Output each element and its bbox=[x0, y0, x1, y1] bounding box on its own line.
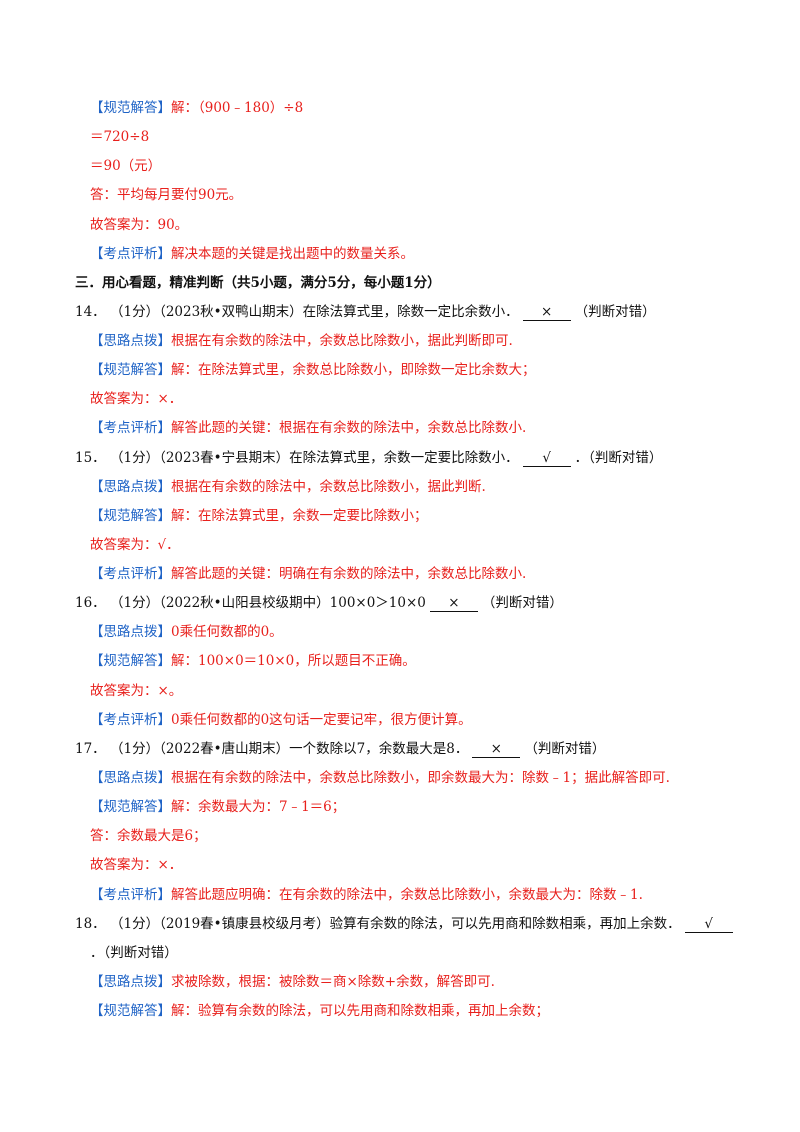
text-line: ＝90（元） bbox=[90, 156, 161, 176]
answer-text: 0乘任何数都的0这句话一定要记牢，很方便计算。 bbox=[171, 711, 472, 728]
section-tag: 【思路点拨】 bbox=[90, 333, 171, 350]
answer-text: 答：平均每月要付90元。 bbox=[90, 187, 243, 204]
answer-text: 故答案为：×． bbox=[90, 391, 183, 408]
text-line: 【规范解答】解：（900﹣180）÷8 bbox=[90, 98, 303, 118]
section-tag: 【考点评析】 bbox=[90, 420, 171, 437]
question-text: （1分）（2022秋•山阳县校级期中）100×0＞10×0 bbox=[109, 595, 426, 612]
question-suffix: （判断对错） bbox=[481, 595, 563, 612]
question-number: 16． bbox=[75, 595, 106, 612]
answer-text: ＝90（元） bbox=[90, 158, 162, 175]
answer-text: 解：余数最大为：7﹣1＝6； bbox=[171, 799, 346, 816]
section-tag: 【规范解答】 bbox=[90, 799, 171, 816]
answer-text: 解答此题应明确：在有余数的除法中，余数总比除数小，余数最大为：除数﹣1. bbox=[171, 886, 643, 903]
answer-text: 根据在有余数的除法中，余数总比除数小，据此判断即可. bbox=[171, 333, 513, 350]
answer-text: 解：在除法算式里，余数总比除数小，即除数一定比余数大； bbox=[171, 362, 536, 379]
answer-text: 答：余数最大是6； bbox=[90, 828, 207, 845]
text-line: 答：余数最大是6； bbox=[90, 826, 207, 846]
text-line: 14． （1分）（2023秋•双鸭山期末）在除法算式里，除数一定比余数小． × （判… bbox=[75, 302, 656, 322]
text-line: 故答案为：×． bbox=[90, 389, 182, 409]
text-line: ＝720÷8 bbox=[90, 127, 149, 147]
question-suffix: ．（判断对错） bbox=[90, 944, 178, 961]
answer-text: 根据在有余数的除法中，余数总比除数小，据此判断. bbox=[171, 478, 486, 495]
answer-text: 解答此题的关键：明确在有余数的除法中，余数总比除数小. bbox=[171, 566, 527, 583]
answer-text: ＝720÷8 bbox=[90, 129, 150, 146]
answer-text: 求被除数，根据：被除数＝商×除数+余数，解答即可. bbox=[171, 973, 495, 990]
section-tag: 【考点评析】 bbox=[90, 566, 171, 583]
answer-text: 根据在有余数的除法中，余数总比除数小，即余数最大为：除数﹣1；据此解答即可. bbox=[171, 769, 670, 786]
question-number: 14． bbox=[75, 303, 106, 320]
text-line: 【考点评析】解答此题应明确：在有余数的除法中，余数总比除数小，余数最大为：除数﹣… bbox=[90, 885, 643, 905]
question-number: 18． bbox=[75, 915, 106, 932]
text-line: 【规范解答】解：验算有余数的除法，可以先用商和除数相乘，再加上余数； bbox=[90, 1001, 549, 1021]
answer-text: 解：100×0＝10×0，所以题目不正确。 bbox=[171, 653, 416, 670]
text-line: 【考点评析】解答此题的关键：明确在有余数的除法中，余数总比除数小. bbox=[90, 564, 526, 584]
section-tag: 【考点评析】 bbox=[90, 711, 171, 728]
text-line: 16． （1分）（2022秋•山阳县校级期中）100×0＞10×0 × （判断对错） bbox=[75, 593, 563, 613]
answer-blank: × bbox=[472, 741, 521, 758]
answer-text: 故答案为：×。 bbox=[90, 682, 183, 699]
text-line: 故答案为：×。 bbox=[90, 681, 182, 701]
answer-text: 故答案为：√． bbox=[90, 536, 180, 553]
question-number: 15． bbox=[75, 449, 106, 466]
answer-text: 解：在除法算式里，余数一定要比除数小； bbox=[171, 507, 428, 524]
question-suffix: ．（判断对错） bbox=[574, 449, 663, 466]
answer-text: 解决本题的关键是找出题中的数量关系。 bbox=[171, 245, 414, 262]
section-tag: 【规范解答】 bbox=[90, 1003, 171, 1020]
text-line: 故答案为：90。 bbox=[90, 215, 188, 235]
section-tag: 【规范解答】 bbox=[90, 100, 171, 116]
text-line: 17． （1分）（2022春•唐山期末）一个数除以7，余数最大是8． × （判断对错… bbox=[75, 739, 605, 759]
answer-text: 0乘任何数都的0。 bbox=[171, 624, 283, 641]
section-tag: 【思路点拨】 bbox=[90, 478, 171, 495]
section-tag: 【规范解答】 bbox=[90, 653, 171, 670]
answer-text: 故答案为：90。 bbox=[90, 216, 189, 233]
question-number: 17． bbox=[75, 740, 106, 757]
text-line: ．（判断对错） bbox=[90, 943, 178, 963]
text-line: 答：平均每月要付90元。 bbox=[90, 185, 242, 205]
answer-text: 解：（900﹣180）÷8 bbox=[171, 100, 304, 116]
question-text: （1分）（2022春•唐山期末）一个数除以7，余数最大是8． bbox=[109, 740, 469, 757]
text-line: 【规范解答】解：在除法算式里，余数一定要比除数小； bbox=[90, 506, 428, 526]
question-text: （1分）（2023秋•双鸭山期末）在除法算式里，除数一定比余数小． bbox=[109, 303, 519, 320]
section-tag: 【规范解答】 bbox=[90, 362, 171, 379]
section-tag: 【思路点拨】 bbox=[90, 769, 171, 786]
answer-text: 解答此题的关键：根据在有余数的除法中，余数总比除数小. bbox=[171, 420, 527, 437]
text-line: 【规范解答】解：余数最大为：7﹣1＝6； bbox=[90, 797, 345, 817]
question-suffix: （判断对错） bbox=[574, 303, 656, 320]
section-tag: 【考点评析】 bbox=[90, 245, 171, 262]
question-suffix: （判断对错） bbox=[524, 740, 606, 757]
text-line: 【规范解答】解：100×0＝10×0，所以题目不正确。 bbox=[90, 651, 416, 671]
text-line: 15． （1分）（2023春•宁县期末）在除法算式里，余数一定要比除数小． √ ．（… bbox=[75, 448, 662, 468]
answer-blank: × bbox=[429, 595, 478, 613]
text-line: 【思路点拨】根据在有余数的除法中，余数总比除数小，即余数最大为：除数﹣1；据此解… bbox=[90, 768, 670, 788]
text-line: 18． （1分）（2019春•镇康县校级月考）验算有余数的除法，可以先用商和除数… bbox=[75, 914, 737, 934]
answer-blank: × bbox=[522, 304, 571, 321]
section-tag: 【规范解答】 bbox=[90, 507, 171, 524]
text-line: 【思路点拨】根据在有余数的除法中，余数总比除数小，据此判断即可. bbox=[90, 331, 513, 351]
text-line: 【思路点拨】根据在有余数的除法中，余数总比除数小，据此判断. bbox=[90, 477, 486, 497]
text-line: 【规范解答】解：在除法算式里，余数总比除数小，即除数一定比余数大； bbox=[90, 360, 536, 380]
answer-blank: √ bbox=[684, 916, 733, 933]
section-tag: 【考点评析】 bbox=[90, 886, 171, 903]
text-line: 【考点评析】解答此题的关键：根据在有余数的除法中，余数总比除数小. bbox=[90, 418, 526, 438]
text-line: 【考点评析】解决本题的关键是找出题中的数量关系。 bbox=[90, 244, 414, 264]
section-tag: 【思路点拨】 bbox=[90, 624, 171, 641]
text-line: 故答案为：√． bbox=[90, 535, 180, 555]
section-heading: 三．用心看题，精准判断（共5小题，满分5分，每小题1分） bbox=[75, 274, 441, 291]
text-line: 【思路点拨】0乘任何数都的0。 bbox=[90, 622, 283, 642]
section-tag: 【思路点拨】 bbox=[90, 973, 171, 990]
question-text: （1分）（2019春•镇康县校级月考）验算有余数的除法，可以先用商和除数相乘，再… bbox=[109, 915, 681, 932]
answer-text: 故答案为：×． bbox=[90, 857, 183, 874]
text-line: 三．用心看题，精准判断（共5小题，满分5分，每小题1分） bbox=[75, 273, 441, 293]
answer-text: 解：验算有余数的除法，可以先用商和除数相乘，再加上余数； bbox=[171, 1003, 549, 1020]
text-line: 【思路点拨】求被除数，根据：被除数＝商×除数+余数，解答即可. bbox=[90, 972, 495, 992]
text-line: 【考点评析】0乘任何数都的0这句话一定要记牢，很方便计算。 bbox=[90, 710, 472, 730]
question-text: （1分）（2023春•宁县期末）在除法算式里，余数一定要比除数小． bbox=[109, 449, 519, 466]
text-line: 故答案为：×． bbox=[90, 855, 182, 875]
answer-blank: √ bbox=[522, 450, 571, 467]
